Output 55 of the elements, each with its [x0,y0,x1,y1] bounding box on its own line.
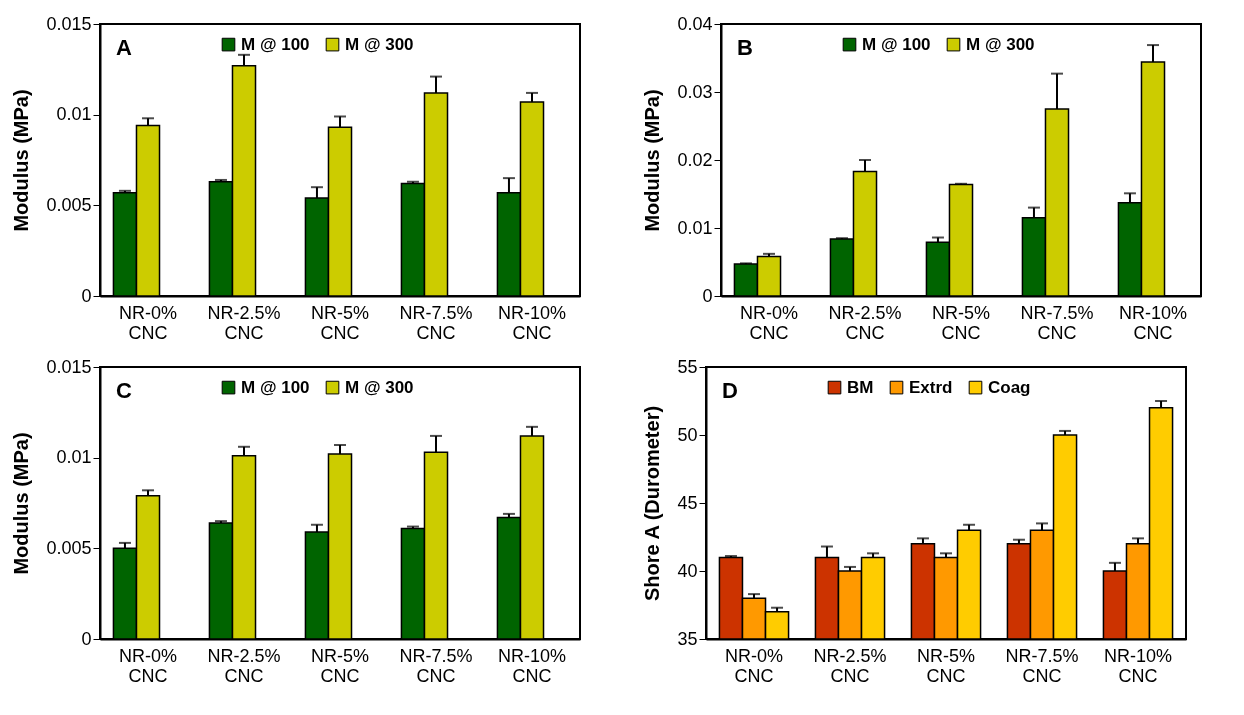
legend-label: M @ 100 [241,377,310,397]
legend-label: BM [847,377,874,397]
y-tick-label: 0.02 [677,149,713,170]
y-tick-label: 35 [677,628,698,649]
x-tick-label: NR-10% CNC [497,645,567,686]
y-tick-label: 0.005 [46,194,92,215]
x-tick-label: NR-2.5% CNC [207,302,281,343]
y-tick-label: 0.01 [56,447,92,468]
x-tick-label: NR-0% CNC [118,302,178,343]
legend-label: M @ 100 [862,34,931,54]
x-tick-label: NR-2.5% CNC [813,645,887,686]
x-tick-label: NR-5% CNC [310,302,370,343]
y-tick-label: 0 [702,285,713,306]
legend-label: Coag [988,377,1031,397]
y-tick-label: 0.01 [677,217,713,238]
x-tick-label: NR-0% CNC [724,645,784,686]
y-tick-label: 0.03 [677,81,713,102]
y-tick-label: 0.01 [56,104,92,125]
y-tick-label: 45 [677,492,698,513]
x-tick-label: NR-7.5% CNC [399,645,473,686]
y-axis-title: Shore A (Durometer) [641,405,664,602]
x-tick-label: NR-10% CNC [1103,645,1173,686]
y-tick-label: 0 [81,628,92,649]
legend-label: M @ 300 [345,34,414,54]
y-tick-label: 50 [677,424,698,445]
text: B [737,35,753,60]
x-tick-label: NR-10% CNC [497,302,567,343]
y-tick-label: 0 [81,285,92,306]
x-tick-label: NR-5% CNC [931,302,991,343]
y-tick-label: 0.015 [46,13,92,34]
x-tick-label: NR-7.5% CNC [1005,645,1079,686]
y-axis-title: Modulus (MPa) [10,432,33,575]
y-axis-title: Modulus (MPa) [641,89,664,232]
legend-label: Extrd [909,377,953,397]
legend-label: M @ 300 [966,34,1035,54]
x-tick-label: NR-10% CNC [1118,302,1188,343]
x-tick-label: NR-5% CNC [310,645,370,686]
y-tick-label: 0.04 [677,13,713,34]
x-tick-label: NR-0% CNC [118,645,178,686]
y-tick-label: 55 [677,356,698,377]
x-tick-label: NR-2.5% CNC [828,302,902,343]
y-tick-label: 0.005 [46,537,92,558]
x-tick-label: NR-7.5% CNC [399,302,473,343]
legend-label: M @ 100 [241,34,310,54]
legend-label: M @ 300 [345,377,414,397]
text: C [116,378,132,403]
y-axis-title: Modulus (MPa) [10,89,33,232]
x-tick-label: NR-0% CNC [739,302,799,343]
x-tick-label: NR-2.5% CNC [207,645,281,686]
y-tick-label: 40 [677,560,698,581]
y-tick-label: 0.015 [46,356,92,377]
x-tick-label: NR-7.5% CNC [1020,302,1094,343]
x-tick-label: NR-5% CNC [916,645,976,686]
text: A [116,35,132,60]
text: D [722,378,738,403]
